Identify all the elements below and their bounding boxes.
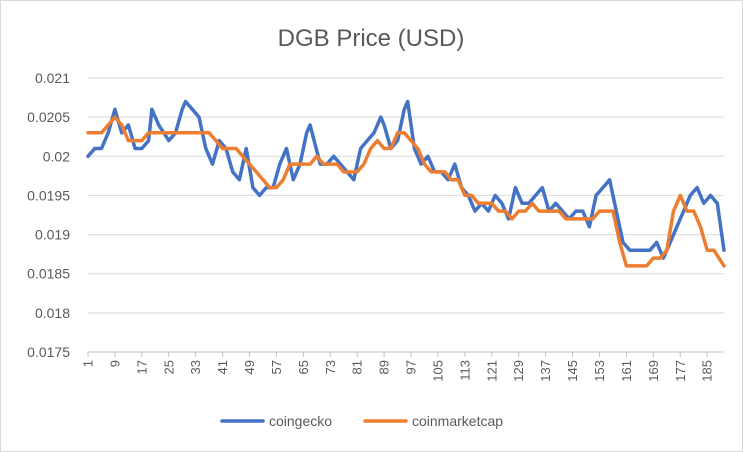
x-tick-label: 33	[188, 360, 203, 374]
y-tick-label: 0.02	[43, 148, 70, 164]
x-tick-label: 121	[484, 360, 499, 382]
x-tick-label: 137	[538, 360, 553, 382]
x-tick-label: 9	[107, 360, 122, 367]
x-tick-label: 177	[673, 360, 688, 382]
x-tick-label: 81	[350, 360, 365, 374]
x-tick-label: 169	[646, 360, 661, 382]
x-tick-label: 145	[565, 360, 580, 382]
x-tick-label: 97	[404, 360, 419, 374]
gridlines	[88, 77, 724, 314]
series-line-coinmarketcap	[86, 115, 726, 268]
x-tick-label: 161	[619, 360, 634, 382]
x-axis-tick-labels: 1 9 17 25 33 41 49 57 65 73 81 89 97 105 113 121 129 137 1…	[81, 360, 715, 382]
y-tick-label: 0.021	[35, 70, 70, 86]
x-axis-tick-marks	[87, 352, 708, 357]
x-tick-label: 89	[377, 360, 392, 374]
x-tick-label: 129	[511, 360, 526, 382]
x-tick-label: 105	[430, 360, 445, 382]
y-tick-label: 0.018	[35, 305, 70, 321]
x-tick-label: 185	[700, 360, 715, 382]
y-axis-tick-labels: 0.0175 0.018 0.0185 0.019 0.0195 0.02 0.0205 0.…	[27, 70, 70, 360]
series-lines	[86, 99, 726, 268]
y-tick-label: 0.0195	[27, 187, 70, 203]
x-tick-label: 1	[81, 360, 96, 367]
x-tick-label: 25	[161, 360, 176, 374]
series-line-coingecko	[86, 99, 726, 260]
legend-label-coingecko: coingecko	[269, 413, 332, 429]
x-tick-label: 41	[215, 360, 230, 374]
x-tick-label: 65	[296, 360, 311, 374]
x-tick-label: 153	[592, 360, 607, 382]
x-tick-label: 57	[269, 360, 284, 374]
legend: coingecko coinmarketcap	[220, 413, 503, 429]
x-tick-label: 73	[323, 360, 338, 374]
y-tick-label: 0.0175	[27, 344, 70, 360]
legend-label-coinmarketcap: coinmarketcap	[412, 413, 503, 429]
x-tick-label: 17	[134, 360, 149, 374]
chart-title: DGB Price (USD)	[278, 25, 465, 52]
x-tick-label: 113	[457, 360, 472, 381]
y-tick-label: 0.0185	[27, 266, 70, 282]
y-tick-label: 0.019	[35, 227, 70, 243]
y-tick-label: 0.0205	[27, 109, 70, 125]
x-tick-label: 49	[242, 360, 257, 374]
